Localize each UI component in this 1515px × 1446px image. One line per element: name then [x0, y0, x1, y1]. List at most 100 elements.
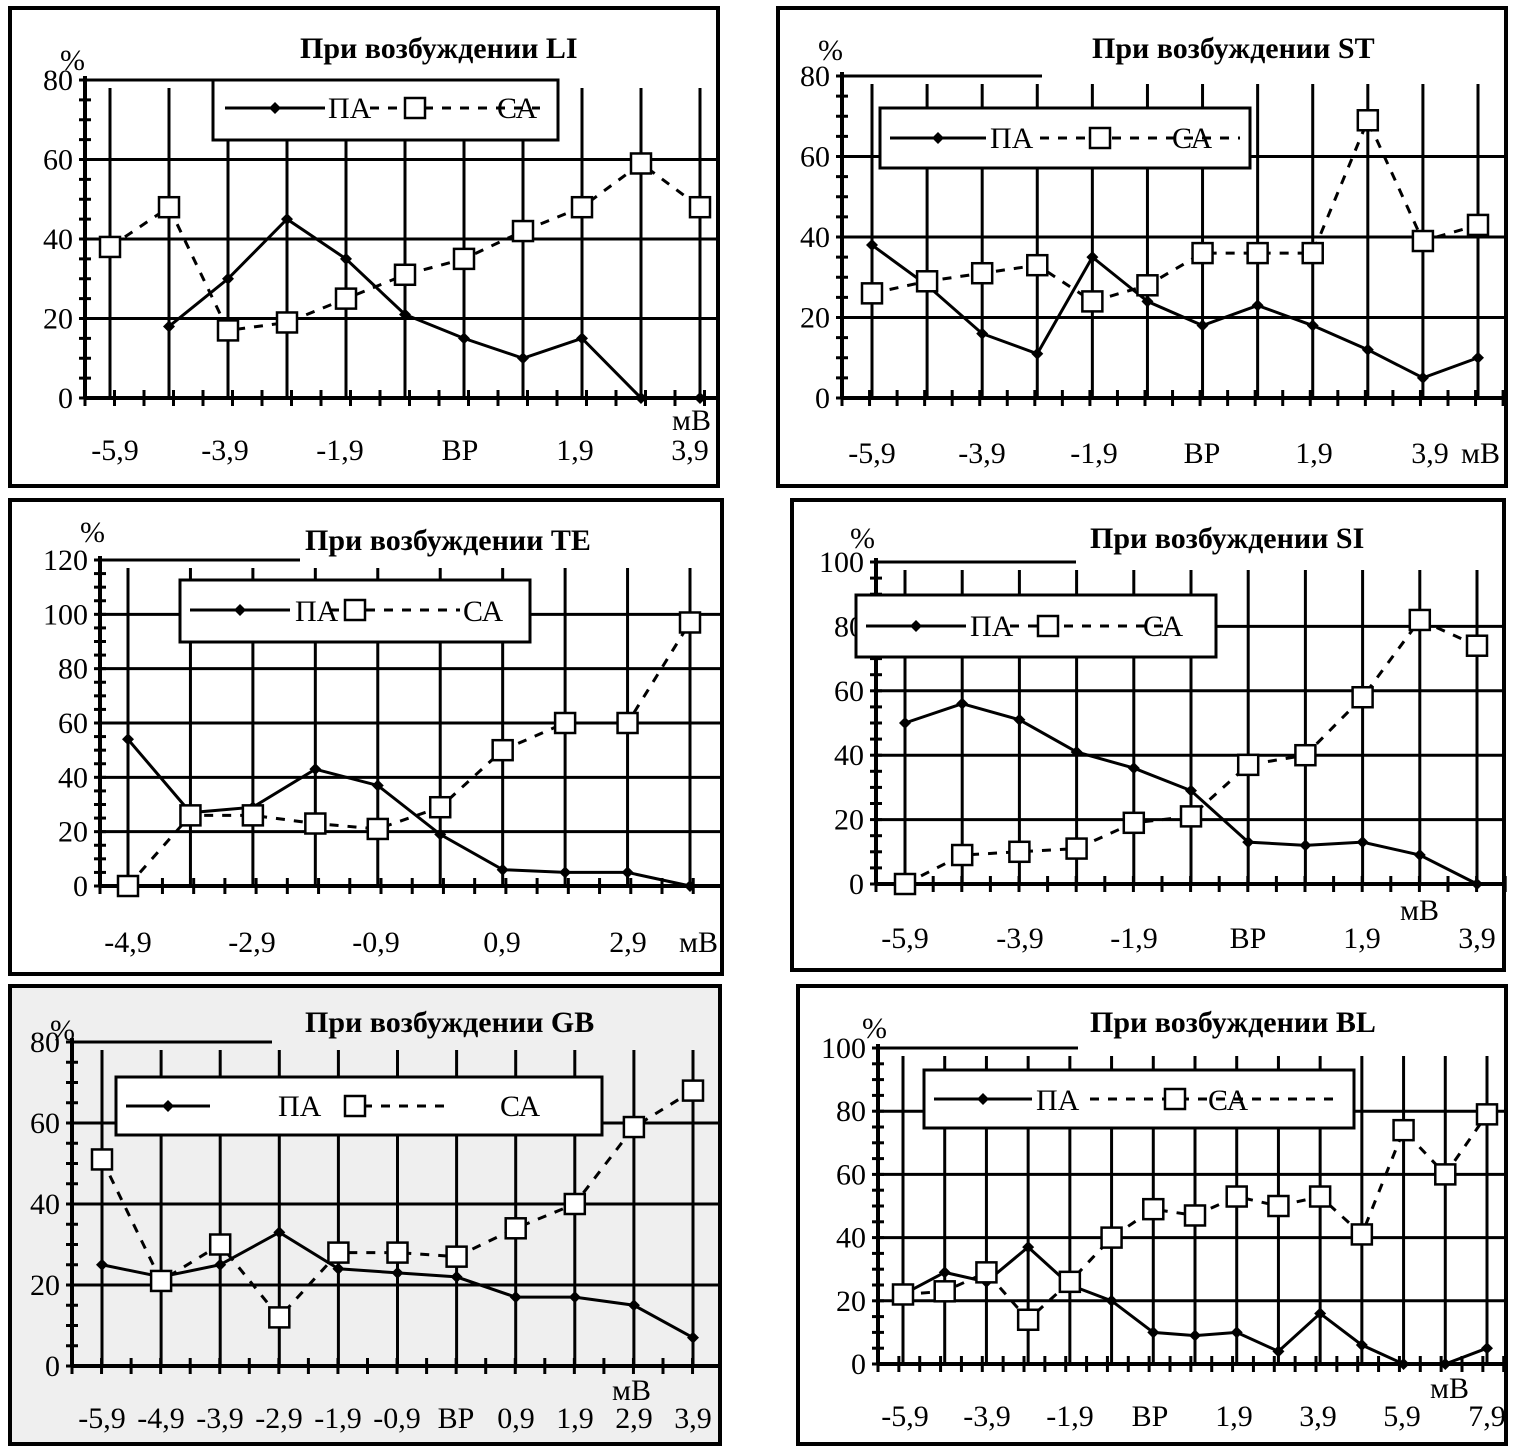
point-SA: [1142, 1197, 1165, 1221]
point-PA: [1439, 1358, 1452, 1370]
y-tick-label: 60: [58, 707, 88, 740]
y-tick-label: 20: [43, 303, 73, 336]
point-SA: [268, 1306, 291, 1329]
point-SA: [1236, 753, 1260, 777]
point-SA: [241, 804, 265, 827]
legend-marker-PA: [932, 132, 944, 144]
point-SA: [681, 1079, 705, 1102]
point-PA: [332, 1262, 345, 1275]
point-PA: [1127, 762, 1140, 775]
y-tick-label: 20: [800, 302, 830, 335]
point-SA: [1065, 837, 1088, 860]
point-SA: [393, 263, 417, 287]
point-PA: [496, 863, 509, 876]
y-tick-label: 60: [43, 144, 73, 177]
point-SA: [1475, 1103, 1499, 1126]
y-axis-label: %: [818, 34, 843, 67]
y-tick-label: 80: [836, 1095, 866, 1128]
point-PA: [371, 779, 384, 792]
point-SA: [860, 282, 884, 305]
legend-box: [211, 78, 560, 142]
y-tick-label: 0: [73, 870, 88, 903]
point-PA: [1141, 295, 1154, 308]
point-PA: [309, 763, 322, 776]
x-tick-label: 3,9: [1299, 1400, 1337, 1433]
x-axis-unit: мВ: [1461, 437, 1500, 470]
point-PA: [1272, 1345, 1285, 1358]
legend-marker-PA: [162, 1100, 174, 1112]
point-PA: [509, 1291, 522, 1304]
x-tick-label: 3,9: [1458, 922, 1496, 955]
legend-marker-SA: [1163, 1087, 1187, 1111]
point-SA: [1058, 1270, 1082, 1294]
x-tick-label: -3,9: [996, 922, 1044, 955]
point-SA: [1294, 743, 1317, 767]
y-axis-label: %: [862, 1012, 887, 1045]
point-PA: [1230, 1326, 1243, 1339]
legend-marker-SA: [1088, 126, 1112, 150]
y-tick-label: 40: [834, 739, 864, 772]
chart-frame: [8, 498, 724, 976]
point-SA: [327, 1241, 350, 1264]
chart-title: При возбуждении ST: [1092, 32, 1375, 65]
point-PA: [1481, 1342, 1493, 1355]
point-PA: [1013, 713, 1026, 726]
legend-label-PA: ПА: [278, 1090, 322, 1123]
legend-label-PA: ПА: [1036, 1084, 1080, 1117]
y-tick-label: 0: [849, 868, 864, 901]
point-SA: [366, 817, 390, 841]
point-SA: [688, 195, 712, 219]
point-PA: [1471, 878, 1483, 890]
legend: ПА СА: [114, 1075, 604, 1137]
legend-label-SA: СА: [497, 92, 538, 125]
point-PA: [281, 213, 293, 226]
x-tick-label: -5,9: [91, 434, 139, 467]
y-tick-label: 20: [834, 804, 864, 837]
series-line-SA: [871, 116, 1479, 304]
point-PA: [214, 1258, 227, 1271]
legend-label-SA: СА: [500, 1090, 541, 1123]
y-tick-label: 40: [43, 223, 73, 256]
point-SA: [1356, 109, 1380, 132]
point-PA: [684, 880, 696, 892]
point-PA: [1022, 1241, 1035, 1254]
point-PA: [399, 308, 411, 321]
series-line-SA: [100, 1089, 694, 1320]
y-tick-label: 80: [43, 64, 73, 97]
chart-frame: [790, 498, 1506, 972]
y-tick-label: 40: [58, 761, 88, 794]
y-tick-label: 20: [836, 1285, 866, 1318]
legend: ПА СА: [178, 578, 532, 644]
y-tick-label: 60: [834, 675, 864, 708]
y-tick-label: 0: [45, 1350, 60, 1383]
point-PA: [1196, 319, 1209, 332]
point-SA: [1308, 1185, 1332, 1208]
point-PA: [1361, 343, 1374, 356]
point-PA: [694, 392, 706, 404]
legend-label-SA: СА: [463, 595, 504, 628]
y-tick-label: 40: [800, 221, 830, 254]
x-tick-label: 0,9: [483, 926, 521, 959]
legend-marker-SA: [403, 96, 427, 120]
point-SA: [1008, 840, 1031, 864]
point-SA: [1016, 1308, 1040, 1332]
x-tick-label: -1,9: [1070, 437, 1118, 470]
x-tick-label: -3,9: [958, 437, 1006, 470]
point-SA: [975, 1261, 998, 1284]
y-tick-label: 20: [30, 1269, 60, 1302]
point-PA: [434, 828, 447, 841]
y-axis-label: %: [80, 516, 105, 549]
point-SA: [179, 804, 202, 827]
series-line-PA: [871, 243, 1479, 380]
x-tick-label: -4,9: [137, 1402, 185, 1435]
x-tick-label: -2,9: [228, 926, 276, 959]
point-PA: [1105, 1294, 1118, 1307]
y-tick-label: 80: [800, 60, 830, 93]
chart-panel-1: 0 20 40 60 80 -5,9 -3,9 -1,9 ВР 1,9 3,9 При возбужд…: [776, 6, 1508, 488]
x-tick-label: -5,9: [848, 437, 896, 470]
x-tick-label: -4,9: [104, 926, 152, 959]
legend-marker-PA: [977, 1093, 989, 1105]
legend-label-PA: ПА: [970, 610, 1014, 643]
point-SA: [933, 1280, 956, 1303]
